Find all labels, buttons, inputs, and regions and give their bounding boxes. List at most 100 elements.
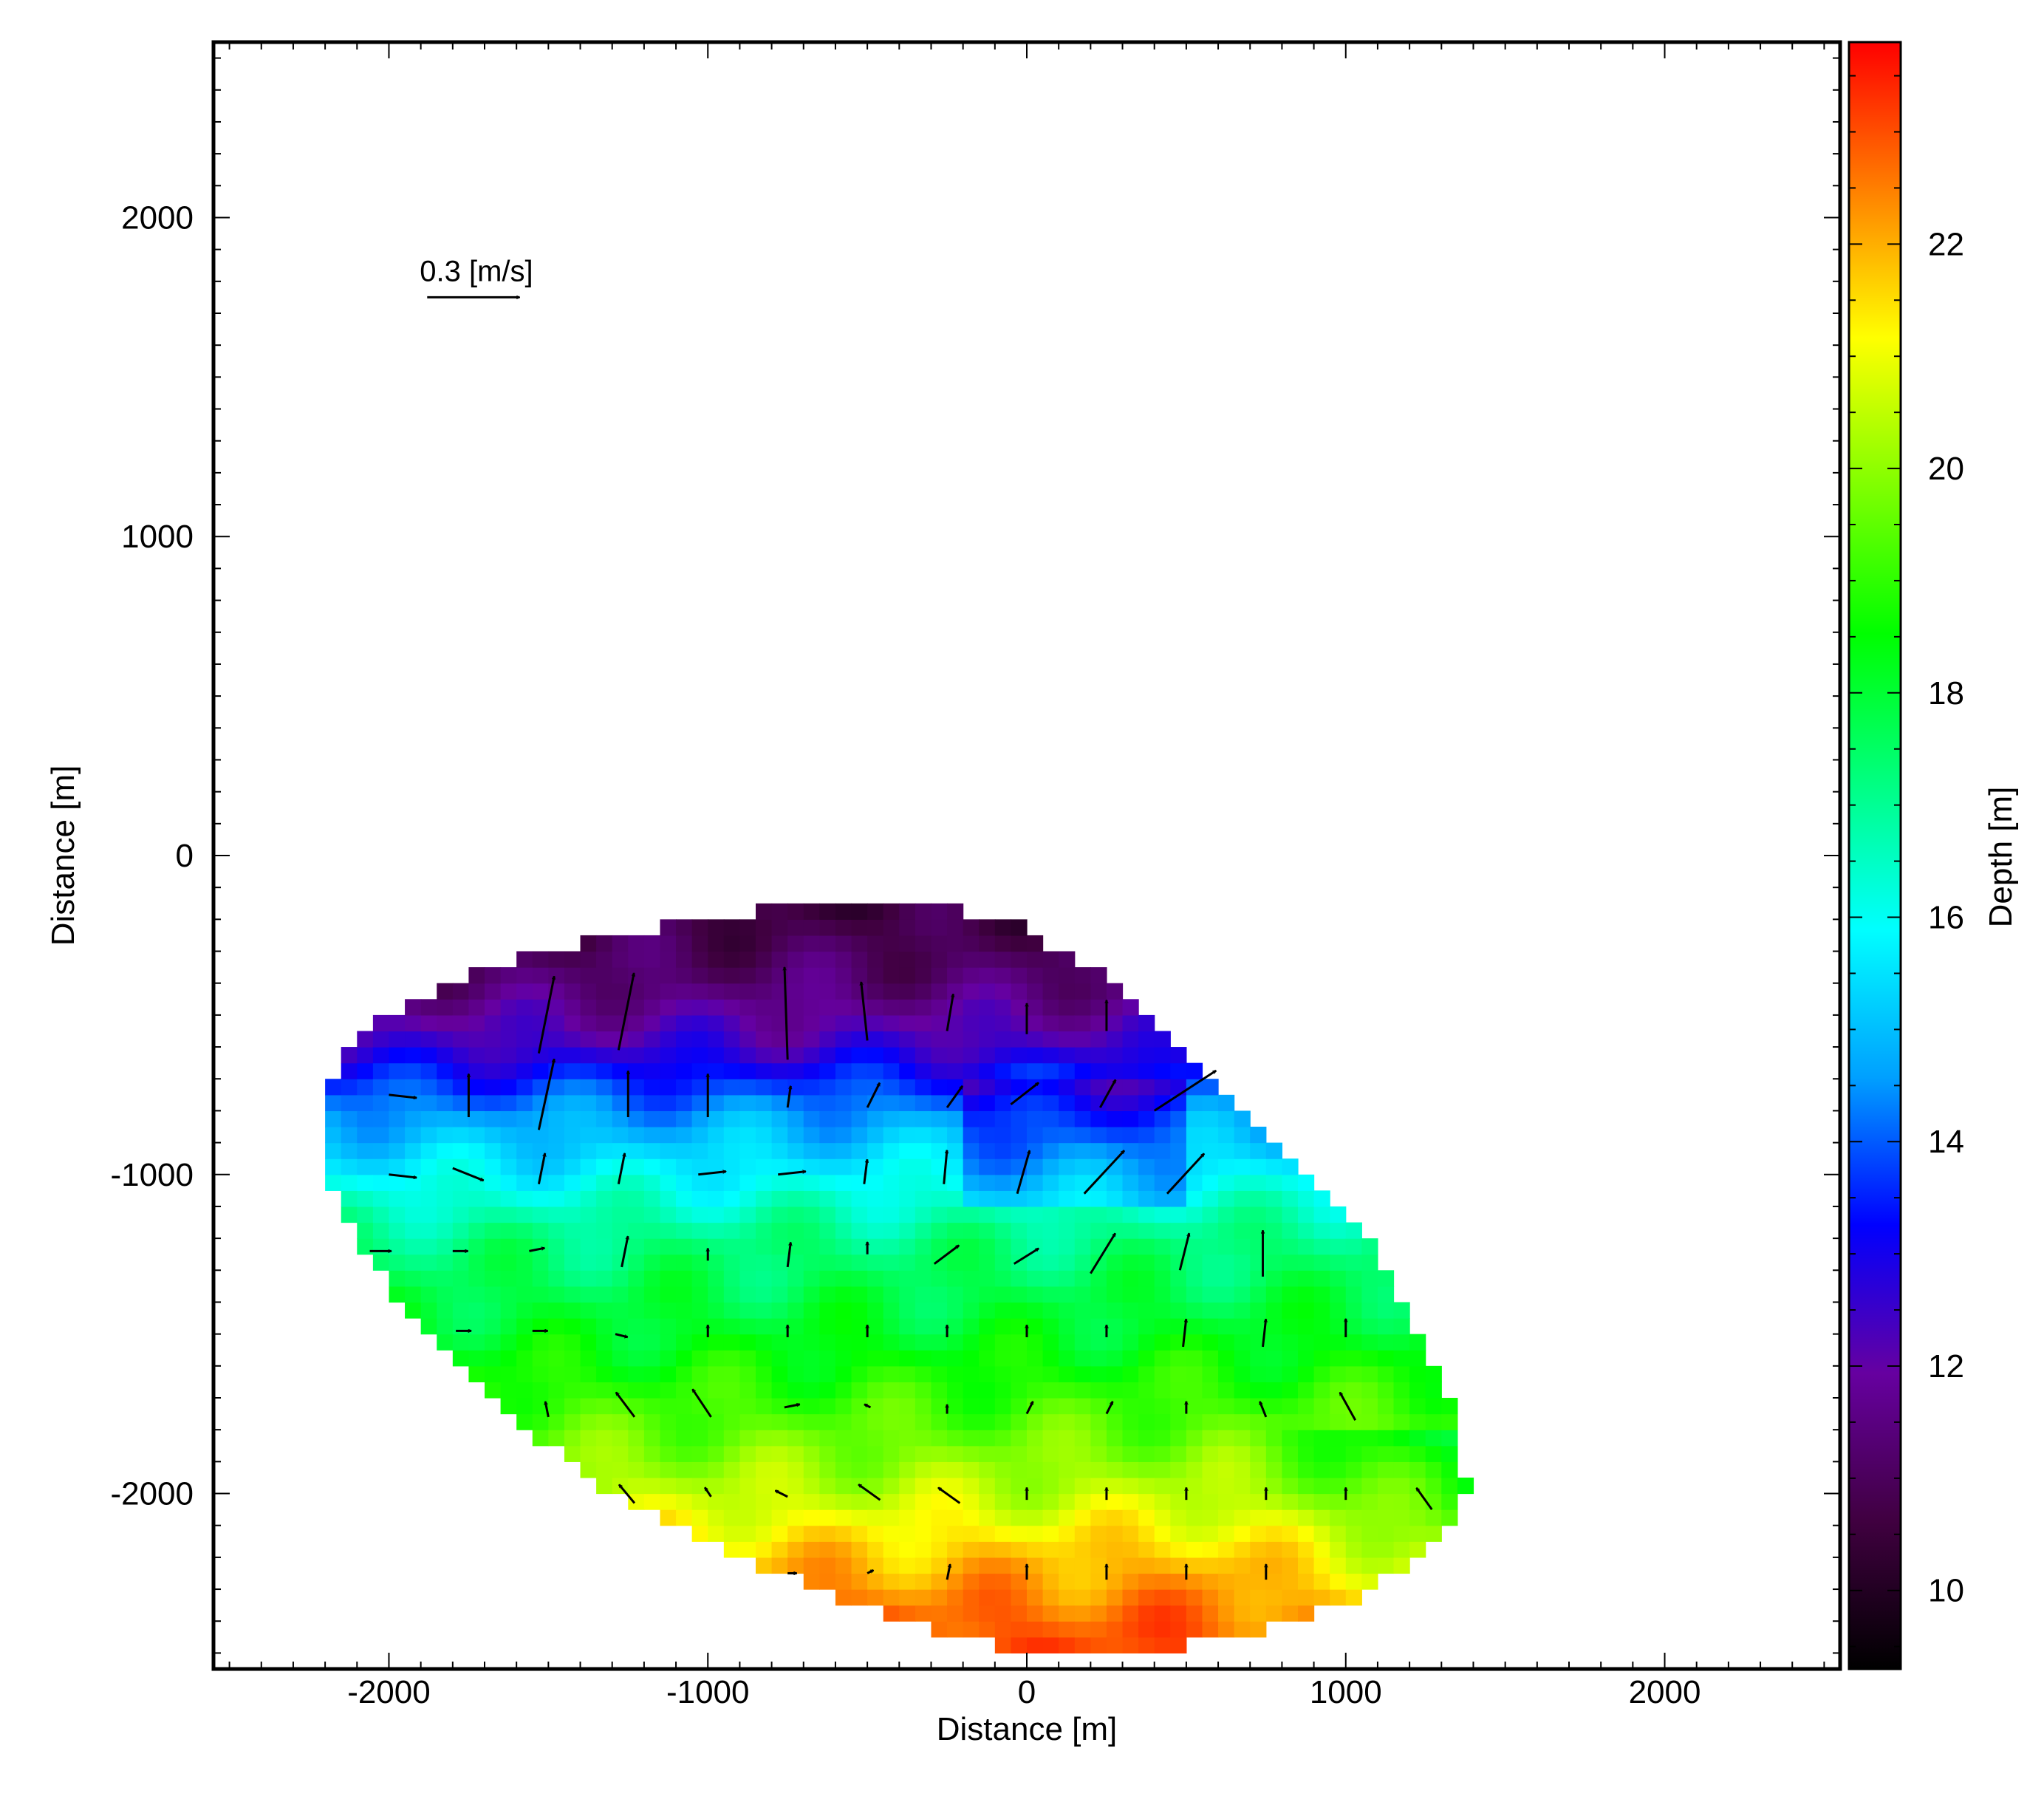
depth-cell [1090, 1461, 1107, 1478]
depth-cell [1106, 1238, 1124, 1255]
depth-cell [1122, 1413, 1139, 1430]
depth-cell [756, 983, 773, 1000]
depth-cell [883, 1254, 900, 1271]
depth-cell [1042, 1509, 1059, 1526]
depth-cell [756, 1365, 773, 1383]
depth-cell [851, 1318, 868, 1335]
depth-cell [1202, 1094, 1219, 1112]
depth-cell [1409, 1541, 1426, 1558]
depth-cell [819, 1270, 836, 1287]
depth-cell [532, 1270, 549, 1287]
depth-cell [485, 1365, 502, 1383]
depth-cell [372, 1206, 390, 1223]
depth-cell [851, 951, 868, 968]
depth-cell [851, 1238, 868, 1255]
velocity-arrow [537, 1059, 554, 1130]
depth-cell [867, 1573, 884, 1590]
depth-cell [564, 1270, 581, 1287]
depth-cell [676, 1079, 693, 1096]
depth-cell [803, 1350, 820, 1367]
depth-cell [931, 1302, 948, 1319]
depth-cell [1393, 1493, 1410, 1510]
depth-cell [628, 1254, 645, 1271]
depth-cell [1154, 1365, 1171, 1383]
depth-cell [771, 1094, 788, 1112]
depth-cell [1059, 983, 1076, 1000]
depth-cell [676, 1031, 693, 1048]
depth-cell [1265, 1254, 1283, 1271]
depth-cell [564, 1206, 581, 1223]
depth-cell [723, 1318, 741, 1335]
depth-cell [979, 1206, 996, 1223]
depth-cell [803, 1238, 820, 1255]
depth-cell [1313, 1398, 1330, 1415]
depth-cell [883, 1382, 900, 1399]
depth-cell [628, 1398, 645, 1415]
depth-cell [1122, 1636, 1139, 1654]
depth-cell [1074, 1142, 1091, 1159]
depth-cell [708, 1094, 725, 1112]
depth-cell [883, 1190, 900, 1207]
depth-cell [867, 1238, 884, 1255]
depth-cell [899, 919, 916, 936]
depth-cell [1441, 1509, 1458, 1526]
depth-cell [1345, 1557, 1362, 1574]
reference-vector-label: 0.3 [m/s] [420, 255, 533, 287]
depth-cell [963, 1142, 980, 1159]
depth-cell [660, 1238, 677, 1255]
depth-cell [1250, 1365, 1267, 1383]
depth-cell [500, 1174, 517, 1191]
depth-cell [1154, 1127, 1171, 1144]
depth-cell [851, 1206, 868, 1223]
depth-cell [915, 1382, 932, 1399]
depth-cell [1090, 1094, 1107, 1112]
depth-cell [739, 1350, 756, 1367]
depth-cell [643, 1334, 661, 1351]
depth-cell [1106, 1079, 1124, 1096]
depth-cell [883, 1413, 900, 1430]
depth-cell [500, 1350, 517, 1367]
depth-cell [915, 1493, 932, 1510]
depth-cell [1074, 1493, 1091, 1510]
depth-cell [803, 935, 820, 952]
depth-cell [1218, 1382, 1235, 1399]
depth-cell [1074, 1014, 1091, 1032]
depth-cell [723, 1190, 741, 1207]
depth-cell [883, 967, 900, 984]
depth-cell [1074, 1541, 1091, 1558]
depth-cell [756, 1382, 773, 1399]
depth-cell [660, 1350, 677, 1367]
depth-cell [899, 1142, 916, 1159]
depth-cell [1122, 1031, 1139, 1048]
depth-cell [1265, 1222, 1283, 1239]
depth-cell [1202, 1174, 1219, 1191]
y-tick-label: 2000 [121, 199, 194, 236]
depth-cell [691, 1174, 708, 1191]
depth-cell [1138, 1636, 1155, 1654]
depth-cell [660, 1302, 677, 1319]
depth-cell [899, 951, 916, 968]
depth-cell [580, 1206, 597, 1223]
depth-cell [1074, 1127, 1091, 1144]
depth-cell [819, 1238, 836, 1255]
depth-cell [819, 1206, 836, 1223]
depth-cell [1330, 1238, 1347, 1255]
depth-cell [325, 1094, 342, 1112]
depth-cell [947, 903, 964, 920]
depth-cell [899, 1398, 916, 1415]
depth-cell [994, 919, 1012, 936]
depth-cell [564, 1062, 581, 1079]
depth-cell [1027, 1206, 1044, 1223]
depth-cell [1377, 1413, 1395, 1430]
depth-cell [612, 967, 629, 984]
depth-cell [1138, 1127, 1155, 1144]
depth-cell [643, 1445, 661, 1462]
depth-cell [1250, 1541, 1267, 1558]
depth-cell [1313, 1525, 1330, 1542]
depth-cell [1282, 1302, 1299, 1319]
depth-cell [1042, 1014, 1059, 1032]
depth-cell [947, 967, 964, 984]
depth-cell [372, 1094, 390, 1112]
depth-cell [516, 1318, 533, 1335]
depth-cell [931, 1493, 948, 1510]
